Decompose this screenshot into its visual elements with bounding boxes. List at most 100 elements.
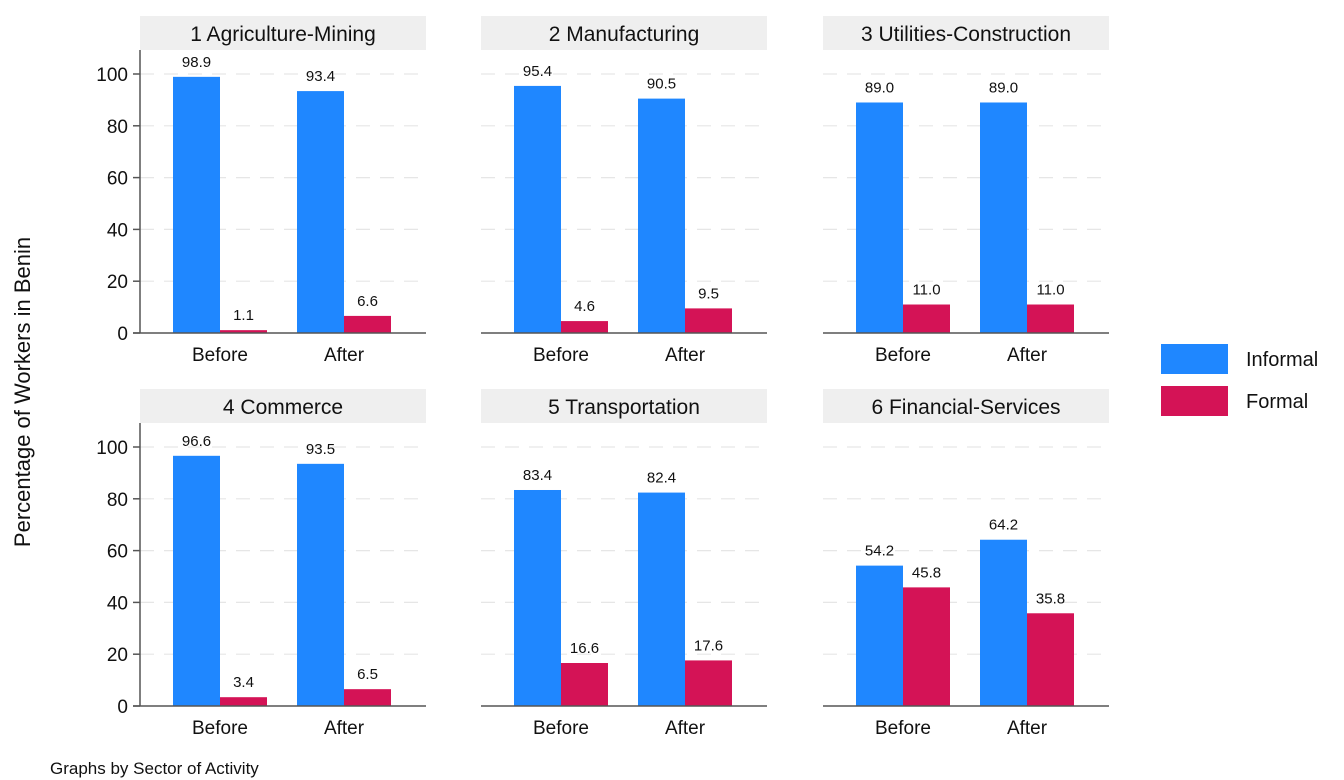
panel-2: 2 Manufacturing 95.4 4.6 Before 90.5 9.5 After — [481, 16, 767, 366]
panel-title: 5 Transportation — [548, 396, 700, 419]
data-label: 93.4 — [306, 68, 335, 85]
panel-title: 3 Utilities-Construction — [861, 23, 1071, 46]
legend-swatch — [1161, 386, 1228, 416]
bar-informal — [980, 102, 1027, 334]
y-tick-label: 0 — [117, 324, 128, 345]
data-label: 9.5 — [698, 285, 719, 302]
panel-5: 5 Transportation 83.4 16.6 Before 82.4 17.6 Af… — [481, 389, 767, 739]
bar-formal — [1027, 613, 1074, 706]
y-tick-label: 80 — [107, 490, 128, 511]
x-tick-label: Before — [533, 718, 589, 739]
panel-title: 6 Financial-Services — [871, 396, 1060, 419]
data-label: 35.8 — [1036, 590, 1065, 607]
y-tick-label: 80 — [107, 117, 128, 138]
panel-header — [140, 16, 426, 50]
y-tick-label: 0 — [117, 697, 128, 718]
bar-formal — [561, 321, 608, 333]
data-label: 6.5 — [357, 666, 378, 683]
data-label: 83.4 — [523, 467, 552, 484]
bar-formal — [561, 663, 608, 706]
bar-formal — [220, 330, 267, 333]
y-tick-label: 20 — [107, 645, 128, 666]
legend-label: Informal — [1246, 349, 1318, 371]
bar-informal — [980, 539, 1027, 706]
data-label: 95.4 — [523, 63, 552, 80]
bar-informal — [173, 76, 220, 333]
x-tick-label: After — [324, 718, 365, 739]
panel-title: 2 Manufacturing — [549, 23, 700, 46]
panel-3: 3 Utilities-Construction 89.0 11.0 Before 89… — [823, 16, 1109, 366]
data-label: 3.4 — [233, 674, 254, 691]
bar-formal — [685, 660, 732, 706]
data-label: 1.1 — [233, 307, 254, 324]
legend-item-informal: Informal — [1161, 344, 1318, 374]
panel-header — [823, 389, 1109, 423]
data-label: 11.0 — [912, 282, 940, 299]
bar-informal — [297, 91, 344, 334]
data-label: 45.8 — [912, 564, 941, 581]
bar-formal — [344, 315, 391, 333]
bar-informal — [173, 455, 220, 706]
bar-formal — [220, 697, 267, 706]
data-label: 98.9 — [182, 54, 211, 71]
x-tick-label: After — [1007, 345, 1048, 366]
bar-informal — [638, 492, 685, 706]
panel-6: 6 Financial-Services 54.2 45.8 Before 64.2 35… — [823, 389, 1109, 739]
y-tick-label: 60 — [107, 169, 128, 190]
legend: Informal Formal — [1161, 344, 1318, 416]
data-label: 11.0 — [1036, 282, 1064, 299]
bar-formal — [903, 587, 950, 706]
panel-1: 1 Agriculture-Mining 0 20 40 60 80 100 98.9 1.1 B… — [96, 16, 426, 366]
x-tick-label: Before — [875, 718, 931, 739]
panel-title: 1 Agriculture-Mining — [190, 23, 376, 46]
bar-informal — [638, 98, 685, 333]
panel-header — [481, 16, 767, 50]
data-label: 16.6 — [570, 640, 599, 657]
data-label: 89.0 — [989, 79, 1018, 96]
data-label: 4.6 — [574, 298, 595, 315]
bar-informal — [514, 85, 561, 333]
panel-header — [481, 389, 767, 423]
y-tick-label: 60 — [107, 542, 128, 563]
bar-formal — [344, 689, 391, 706]
legend-label: Formal — [1246, 391, 1308, 413]
y-tick-label: 20 — [107, 272, 128, 293]
legend-swatch — [1161, 344, 1228, 374]
data-label: 17.6 — [694, 637, 723, 654]
data-label: 89.0 — [865, 79, 894, 96]
legend-item-formal: Formal — [1161, 386, 1308, 416]
panels: 1 Agriculture-Mining 0 20 40 60 80 100 98.9 1.1 B… — [96, 16, 1109, 739]
x-tick-label: After — [665, 718, 706, 739]
x-tick-label: Before — [192, 345, 248, 366]
x-tick-label: Before — [192, 718, 248, 739]
data-label: 90.5 — [647, 76, 676, 93]
x-tick-label: After — [1007, 718, 1048, 739]
panel-header — [140, 389, 426, 423]
bar-formal — [1027, 304, 1074, 333]
bar-informal — [297, 463, 344, 706]
y-tick-label: 40 — [107, 220, 128, 241]
data-label: 96.6 — [182, 433, 211, 450]
bar-informal — [856, 102, 903, 334]
panel-4: 4 Commerce 0 20 40 60 80 100 96.6 3.4 Before 93.5 6… — [96, 389, 426, 739]
x-tick-label: After — [665, 345, 706, 366]
bar-informal — [856, 565, 903, 706]
y-axis-label: Percentage of Workers in Benin — [10, 237, 35, 547]
data-label: 6.6 — [357, 293, 378, 310]
x-tick-label: Before — [533, 345, 589, 366]
bar-formal — [685, 308, 732, 333]
y-tick-label: 40 — [107, 593, 128, 614]
data-label: 64.2 — [989, 517, 1018, 534]
footnote: Graphs by Sector of Activity — [50, 759, 259, 778]
data-label: 54.2 — [865, 543, 894, 560]
data-label: 93.5 — [306, 441, 335, 458]
y-tick-label: 100 — [96, 65, 128, 86]
panel-title: 4 Commerce — [223, 396, 343, 419]
data-label: 82.4 — [647, 470, 676, 487]
x-tick-label: After — [324, 345, 365, 366]
panel-header — [823, 16, 1109, 50]
x-tick-label: Before — [875, 345, 931, 366]
bar-formal — [903, 304, 950, 333]
bar-informal — [514, 489, 561, 706]
